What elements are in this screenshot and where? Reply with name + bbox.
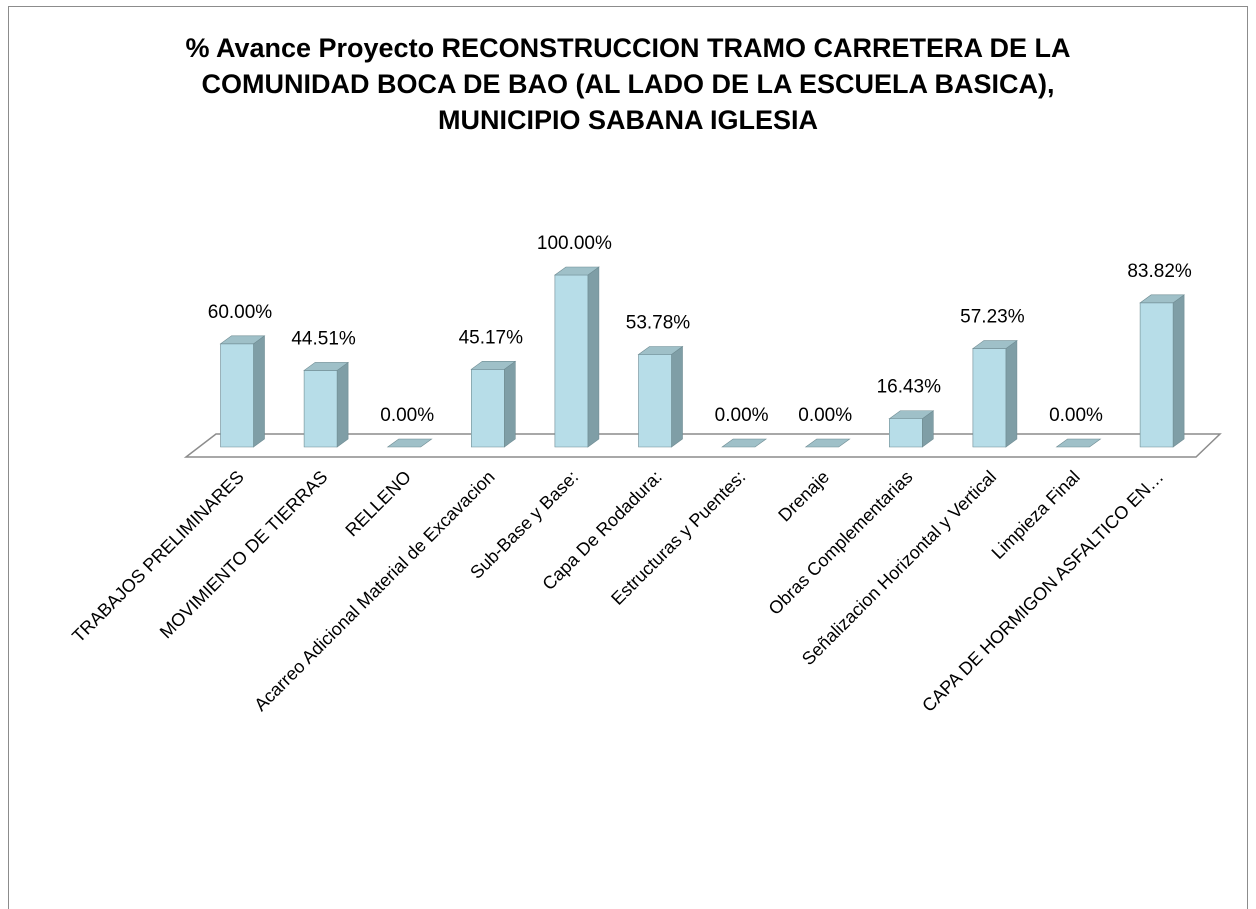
bar-top — [553, 266, 600, 276]
bar-side — [503, 360, 516, 448]
data-label: 100.00% — [537, 233, 612, 254]
data-label: 45.17% — [459, 327, 524, 348]
bar-top — [1139, 294, 1186, 304]
bar — [386, 438, 433, 448]
data-label: 0.00% — [798, 405, 852, 426]
bar-side — [671, 345, 683, 448]
data-label: 44.51% — [291, 328, 356, 349]
bar-side — [1172, 294, 1185, 448]
x-tick-label: RELLENO — [341, 467, 415, 541]
data-label: 60.00% — [208, 302, 273, 323]
chart-frame — [8, 6, 1248, 909]
bar-front — [888, 418, 923, 448]
x-tick-label: Estructuras y Puentes: — [607, 467, 749, 609]
bar — [553, 266, 600, 448]
chart-title: % Avance Proyecto RECONSTRUCCION TRAMO C… — [185, 33, 1071, 135]
data-label: 0.00% — [715, 405, 769, 426]
bar-front — [220, 343, 254, 448]
bar-front — [1139, 302, 1174, 448]
bar — [721, 438, 768, 448]
bar — [804, 438, 851, 448]
data-label: 83.82% — [1127, 261, 1192, 282]
bar — [1055, 438, 1102, 448]
bar-front — [972, 348, 1007, 448]
bar — [1139, 294, 1186, 448]
bar — [303, 361, 350, 448]
bar — [637, 345, 684, 448]
bar-top — [721, 438, 768, 448]
bar — [470, 360, 517, 448]
x-tick-label: Drenaje — [774, 467, 833, 526]
bar-top — [386, 438, 433, 448]
bar-top — [637, 346, 684, 355]
bar-front — [638, 354, 672, 448]
data-label: 16.43% — [877, 377, 942, 398]
data-label: 57.23% — [960, 307, 1025, 328]
floor — [183, 433, 1222, 458]
bar — [888, 410, 935, 448]
x-tick-label: Limpieza Final — [988, 467, 1084, 563]
bar-side — [587, 266, 600, 448]
bar-top — [470, 361, 517, 370]
bar-front — [554, 274, 589, 448]
bar-top — [804, 438, 851, 448]
x-tick-label: Obras Complementarias — [765, 467, 917, 619]
bar-top — [219, 335, 266, 345]
bar-top — [1055, 438, 1102, 448]
bar-top — [888, 410, 935, 420]
data-label: 53.78% — [626, 312, 691, 333]
x-tick-label: MOVIMIENTO DE TIERRAS — [156, 467, 332, 643]
bar-side — [253, 335, 265, 448]
bar-front — [470, 369, 505, 448]
data-label: 0.00% — [380, 405, 434, 426]
bar-front — [303, 370, 338, 448]
bar — [971, 339, 1018, 448]
bar-top — [971, 340, 1018, 349]
bar — [219, 335, 266, 448]
bar-top — [303, 362, 350, 371]
bar-side — [336, 361, 349, 448]
x-tick-label: TRABAJOS PRELIMINARES — [68, 467, 248, 647]
data-label: 0.00% — [1049, 405, 1103, 426]
bar-side — [1005, 339, 1018, 448]
